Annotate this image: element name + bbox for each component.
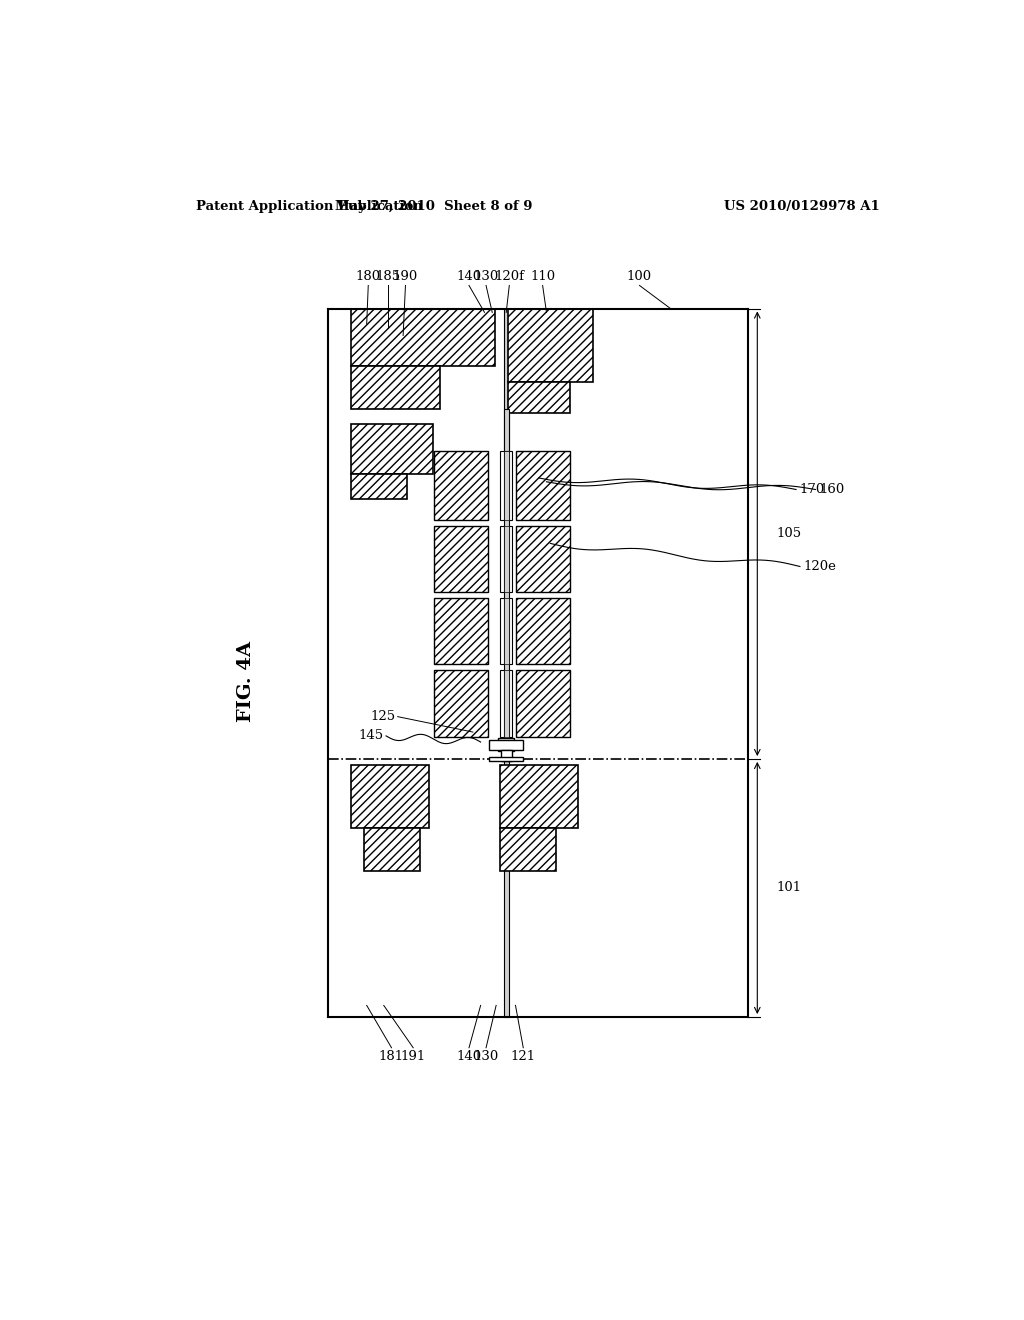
- Text: 125: 125: [371, 710, 395, 723]
- Text: 120f: 120f: [495, 271, 524, 284]
- Text: 120e: 120e: [804, 560, 837, 573]
- Text: 130: 130: [473, 1051, 499, 1063]
- Text: US 2010/0129978 A1: US 2010/0129978 A1: [724, 199, 880, 213]
- Bar: [351, 766, 429, 829]
- Bar: [515, 598, 569, 664]
- Bar: [508, 309, 593, 381]
- Bar: [501, 750, 512, 762]
- Bar: [434, 527, 488, 591]
- Text: 130: 130: [473, 271, 499, 284]
- Bar: [500, 766, 578, 829]
- Bar: [365, 829, 420, 871]
- Text: 101: 101: [776, 880, 802, 894]
- Text: 100: 100: [627, 271, 652, 284]
- Text: 160: 160: [819, 483, 845, 496]
- Bar: [508, 381, 569, 412]
- Bar: [504, 309, 509, 1016]
- Bar: [509, 598, 512, 664]
- Bar: [504, 409, 509, 451]
- Text: Patent Application Publication: Patent Application Publication: [197, 199, 423, 213]
- Text: 140: 140: [457, 271, 481, 284]
- Bar: [500, 829, 556, 871]
- Bar: [351, 367, 440, 409]
- Bar: [434, 598, 488, 664]
- Text: 190: 190: [393, 271, 418, 284]
- Bar: [351, 474, 407, 499]
- Bar: [504, 527, 509, 591]
- Bar: [489, 739, 523, 750]
- Text: May 27, 2010  Sheet 8 of 9: May 27, 2010 Sheet 8 of 9: [336, 199, 532, 213]
- Bar: [500, 669, 504, 738]
- Bar: [434, 669, 488, 738]
- Bar: [500, 598, 504, 664]
- Bar: [504, 598, 509, 664]
- Bar: [500, 527, 504, 591]
- Text: 181: 181: [379, 1051, 404, 1063]
- Text: 110: 110: [530, 271, 555, 284]
- Text: 145: 145: [358, 730, 384, 742]
- Text: 185: 185: [375, 271, 400, 284]
- Text: 105: 105: [776, 527, 802, 540]
- Bar: [515, 451, 569, 520]
- Bar: [504, 451, 509, 520]
- Text: 191: 191: [400, 1051, 426, 1063]
- Text: 170: 170: [800, 483, 825, 496]
- Text: 121: 121: [511, 1051, 536, 1063]
- Bar: [515, 669, 569, 738]
- Bar: [509, 527, 512, 591]
- Bar: [489, 758, 523, 762]
- Bar: [351, 424, 432, 474]
- Bar: [509, 451, 512, 520]
- Bar: [434, 451, 488, 520]
- Bar: [499, 738, 514, 751]
- Bar: [504, 669, 509, 738]
- Bar: [515, 527, 569, 591]
- Bar: [509, 669, 512, 738]
- Bar: [351, 309, 495, 367]
- Text: FIG. 4A: FIG. 4A: [237, 642, 255, 722]
- Text: 140: 140: [457, 1051, 481, 1063]
- Bar: [500, 451, 504, 520]
- Text: 180: 180: [355, 271, 381, 284]
